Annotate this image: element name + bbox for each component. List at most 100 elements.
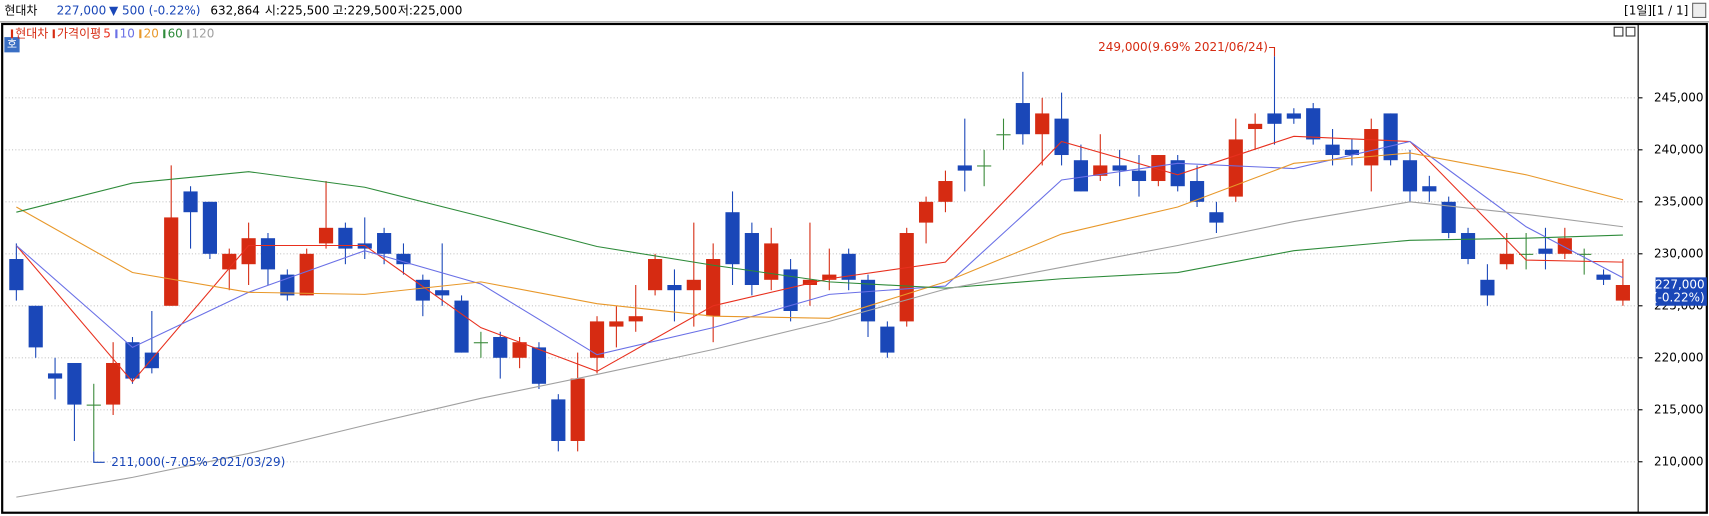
low-price: 저:225,000 — [398, 3, 463, 17]
candle-body — [628, 316, 643, 322]
candle-body — [28, 305, 43, 348]
legend-marker — [163, 29, 166, 39]
candle-body — [589, 321, 605, 358]
candle-body — [299, 253, 314, 296]
candle-body — [1364, 129, 1379, 166]
ma-line — [16, 171, 1623, 289]
candle-body — [1035, 113, 1050, 135]
annotation-arrow — [1269, 46, 1276, 57]
plot-frame — [1, 22, 1708, 514]
legend-marker — [115, 29, 118, 39]
candle-body — [531, 347, 547, 384]
last-price-change: (-0.22%) — [1653, 291, 1705, 305]
candle-body — [938, 181, 953, 202]
candle-body — [1422, 186, 1437, 192]
candle-body — [318, 227, 334, 244]
candle-body — [125, 342, 140, 379]
candle-body — [570, 378, 585, 441]
legend-label: 10 — [120, 26, 135, 40]
candle-body — [880, 326, 895, 353]
candle-body — [1248, 123, 1263, 130]
legend-label: 현대차 — [15, 26, 48, 40]
header-bar — [0, 0, 1709, 22]
candle-body — [435, 290, 450, 296]
candle-body — [1460, 233, 1476, 260]
annotation: 211,000(-7.05% 2021/03/29) — [111, 455, 285, 469]
candle-body — [1112, 165, 1127, 171]
y-tick-label: 215,000 — [1654, 402, 1704, 416]
candle-body — [667, 285, 682, 291]
candle-body — [918, 201, 934, 223]
candle-body — [957, 165, 972, 171]
candle-body — [67, 362, 82, 405]
change: ▼ 500 (-0.22%) — [109, 3, 200, 17]
candle-body — [744, 233, 759, 286]
y-tick-label: 240,000 — [1654, 142, 1704, 156]
annotation: 249,000(9.69% 2021/06/24) — [1098, 40, 1268, 54]
legend-marker — [139, 29, 142, 39]
candle-body — [1402, 160, 1418, 192]
stock-name: 현대차 — [4, 3, 37, 17]
candle-body — [1596, 274, 1611, 280]
candle-body — [648, 259, 663, 291]
candle-body — [822, 274, 837, 280]
candle-body — [280, 274, 295, 296]
volume: 632,864 — [210, 3, 260, 17]
candle-body — [1015, 103, 1030, 135]
candle-body — [1499, 253, 1514, 265]
candle-body — [473, 342, 488, 344]
mode-button-label[interactable]: 호 — [7, 38, 17, 51]
candle-body — [338, 227, 353, 249]
last-price-label: 227,000 — [1655, 277, 1705, 291]
candle-body — [1557, 238, 1572, 254]
legend-marker — [10, 29, 14, 39]
candle-body — [47, 373, 63, 379]
candle-body — [1209, 212, 1224, 223]
candle-body — [977, 165, 992, 167]
candle-body — [1054, 118, 1069, 156]
candle-body — [512, 342, 527, 358]
candle-body — [1615, 285, 1630, 301]
candle-body — [241, 238, 256, 265]
window-button[interactable] — [1692, 2, 1707, 18]
candle-body — [686, 279, 701, 291]
candle-body — [1267, 113, 1282, 124]
candle-body — [1577, 253, 1592, 255]
candle-body — [260, 238, 276, 270]
period[interactable]: [1일][1 / 1] — [1624, 3, 1688, 17]
legend-label: 가격이평 — [57, 26, 101, 40]
legend-marker — [187, 29, 190, 39]
close-button[interactable] — [1625, 26, 1636, 37]
candle-body — [1344, 149, 1359, 156]
candle-body — [725, 212, 740, 265]
candle-body — [706, 259, 721, 317]
open-price: 시:225,500 — [265, 3, 330, 17]
candle-body — [202, 201, 217, 254]
mode-button[interactable] — [4, 37, 20, 53]
restore-button[interactable] — [1613, 26, 1624, 37]
candle-body — [996, 134, 1011, 136]
candle-body — [764, 243, 779, 280]
candle-body — [1286, 113, 1301, 119]
y-tick-label: 245,000 — [1654, 90, 1704, 104]
candle-body — [454, 300, 469, 353]
candle-body — [164, 217, 179, 306]
annotation-arrow — [93, 451, 105, 463]
candle-body — [1151, 155, 1166, 182]
candle-body — [1170, 160, 1185, 187]
y-tick-label: 235,000 — [1654, 194, 1704, 208]
candle-body — [1325, 144, 1340, 156]
y-tick-label: 220,000 — [1654, 350, 1704, 364]
candle-body — [841, 253, 856, 280]
candle-body — [1189, 181, 1205, 202]
ma-line — [15, 135, 1623, 383]
candle-body — [860, 279, 876, 322]
candle-body — [1073, 160, 1089, 192]
candle-body — [222, 253, 237, 270]
candle-body — [1538, 248, 1553, 254]
price: 227,000 — [57, 3, 107, 17]
last-price-box — [1655, 277, 1707, 306]
candle-body — [493, 336, 508, 358]
candle-body — [1480, 279, 1495, 296]
